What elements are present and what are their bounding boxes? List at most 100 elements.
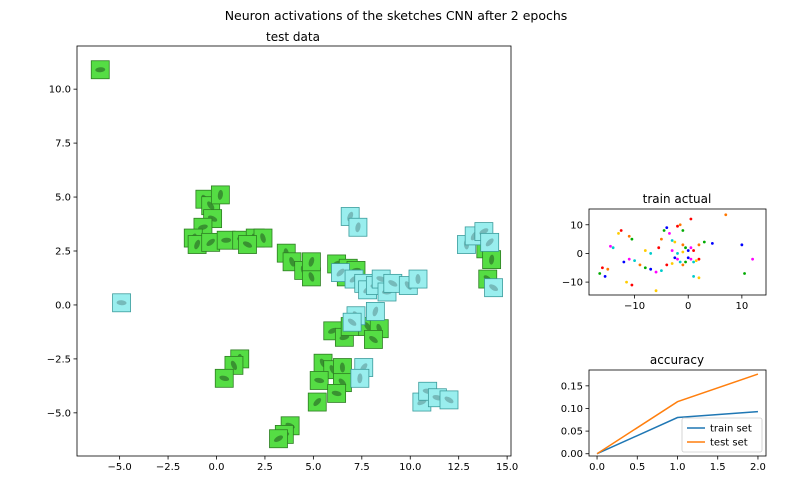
train-scatter-panel: −10 0 10 −10 0 10 [562,208,767,312]
train-point [692,249,695,252]
figure-suptitle: Neuron activations of the sketches CNN a… [225,8,568,23]
test-x-tick-label: 15.0 [496,462,518,473]
train-x-tick-label: 0 [685,301,691,312]
test-point [364,330,383,349]
accuracy-y-tick-label: 0.05 [561,427,583,438]
train-point [710,242,714,245]
train-x-tick-label: −10 [624,301,645,312]
train-point [617,231,620,235]
train-point [654,289,658,293]
test-point [269,429,288,449]
train-point [643,249,647,252]
test-x-tick-label: −2.5 [156,462,180,473]
train-point [702,240,706,244]
accuracy-x-tick-label: 0.5 [629,462,645,473]
train-point [689,246,693,250]
train-point [686,256,690,260]
train-point [665,226,669,230]
test-scatter-panel: −5.0 −2.5 0.0 2.5 5.0 7.5 10.0 12.5 15.0 −5.0 −2.5… [47,45,518,473]
accuracy-y-tick-label: 0.00 [561,449,583,460]
train-point [676,224,679,228]
test-y-tick-label: 5.0 [55,193,71,204]
test-point [214,368,234,388]
train-point [681,250,685,254]
test-point [302,267,321,287]
test-plot-title: test data [266,30,320,44]
train-point [662,229,666,232]
train-point [627,234,631,238]
test-point [439,390,459,410]
train-point [633,259,636,262]
test-x-tick-label: 5.0 [305,462,321,473]
train-point [627,257,631,261]
test-point [302,252,321,272]
train-point [697,243,701,247]
test-point [350,368,370,388]
train-point [660,237,663,241]
train-y-tick-label: −10 [562,278,583,289]
train-point [692,260,695,264]
test-y-tick-label: −2.5 [47,354,71,365]
test-point [408,269,428,289]
train-point [670,262,674,265]
accuracy-x-tick-label: 0.0 [589,462,605,473]
test-point [333,358,352,377]
accuracy-plot-title: accuracy [650,353,704,367]
train-point [638,263,642,267]
train-point [649,267,653,271]
train-point [676,252,679,255]
test-point [365,302,385,321]
test-point [90,60,110,80]
train-point [670,239,674,242]
accuracy-y-tick-label: 0.15 [561,381,583,392]
test-point [348,217,368,237]
train-point [649,252,653,255]
train-point [740,243,744,247]
train-point [670,249,674,252]
train-point [686,249,690,252]
test-x-tick-label: 0.0 [209,462,225,473]
test-point [307,392,327,412]
train-point [743,272,746,275]
test-axes-frame [76,45,512,457]
train-point [697,257,701,261]
test-point [112,293,131,313]
accuracy-x-tick-label: 1.0 [670,462,686,473]
train-point [681,229,685,232]
accuracy-x-tick-label: 1.5 [710,462,726,473]
legend-box [681,417,763,453]
train-point [630,237,634,241]
train-point [684,260,687,264]
test-x-tick-label: −5.0 [107,462,131,473]
train-point [694,259,698,262]
accuracy-x-tick-label: 2.0 [750,462,766,473]
legend-label: test set [710,438,748,449]
train-point [606,267,610,271]
train-point [724,213,728,217]
legend-label: train set [710,424,752,435]
accuracy-y-tick-label: 0.10 [561,404,583,415]
train-x-tick-label: 10 [735,301,748,312]
test-y-tick-label: 0.0 [55,300,71,311]
test-point [482,250,502,270]
train-point [665,263,669,267]
test-point [224,355,244,375]
train-point [625,280,628,284]
test-y-tick-label: −5.0 [47,408,71,419]
train-point [598,272,602,275]
test-point [327,384,347,403]
train-point [619,229,623,232]
test-y-tick-label: 7.5 [55,139,71,150]
test-x-tick-label: 10.0 [399,462,421,473]
train-point [676,257,679,261]
train-point [654,270,658,274]
train-point [603,274,607,278]
test-y-tick-label: 10.0 [49,85,71,96]
test-point [484,278,503,298]
train-point [681,243,685,247]
test-point [210,185,230,205]
train-point [601,266,604,270]
train-point [609,244,612,248]
train-point [689,257,693,261]
